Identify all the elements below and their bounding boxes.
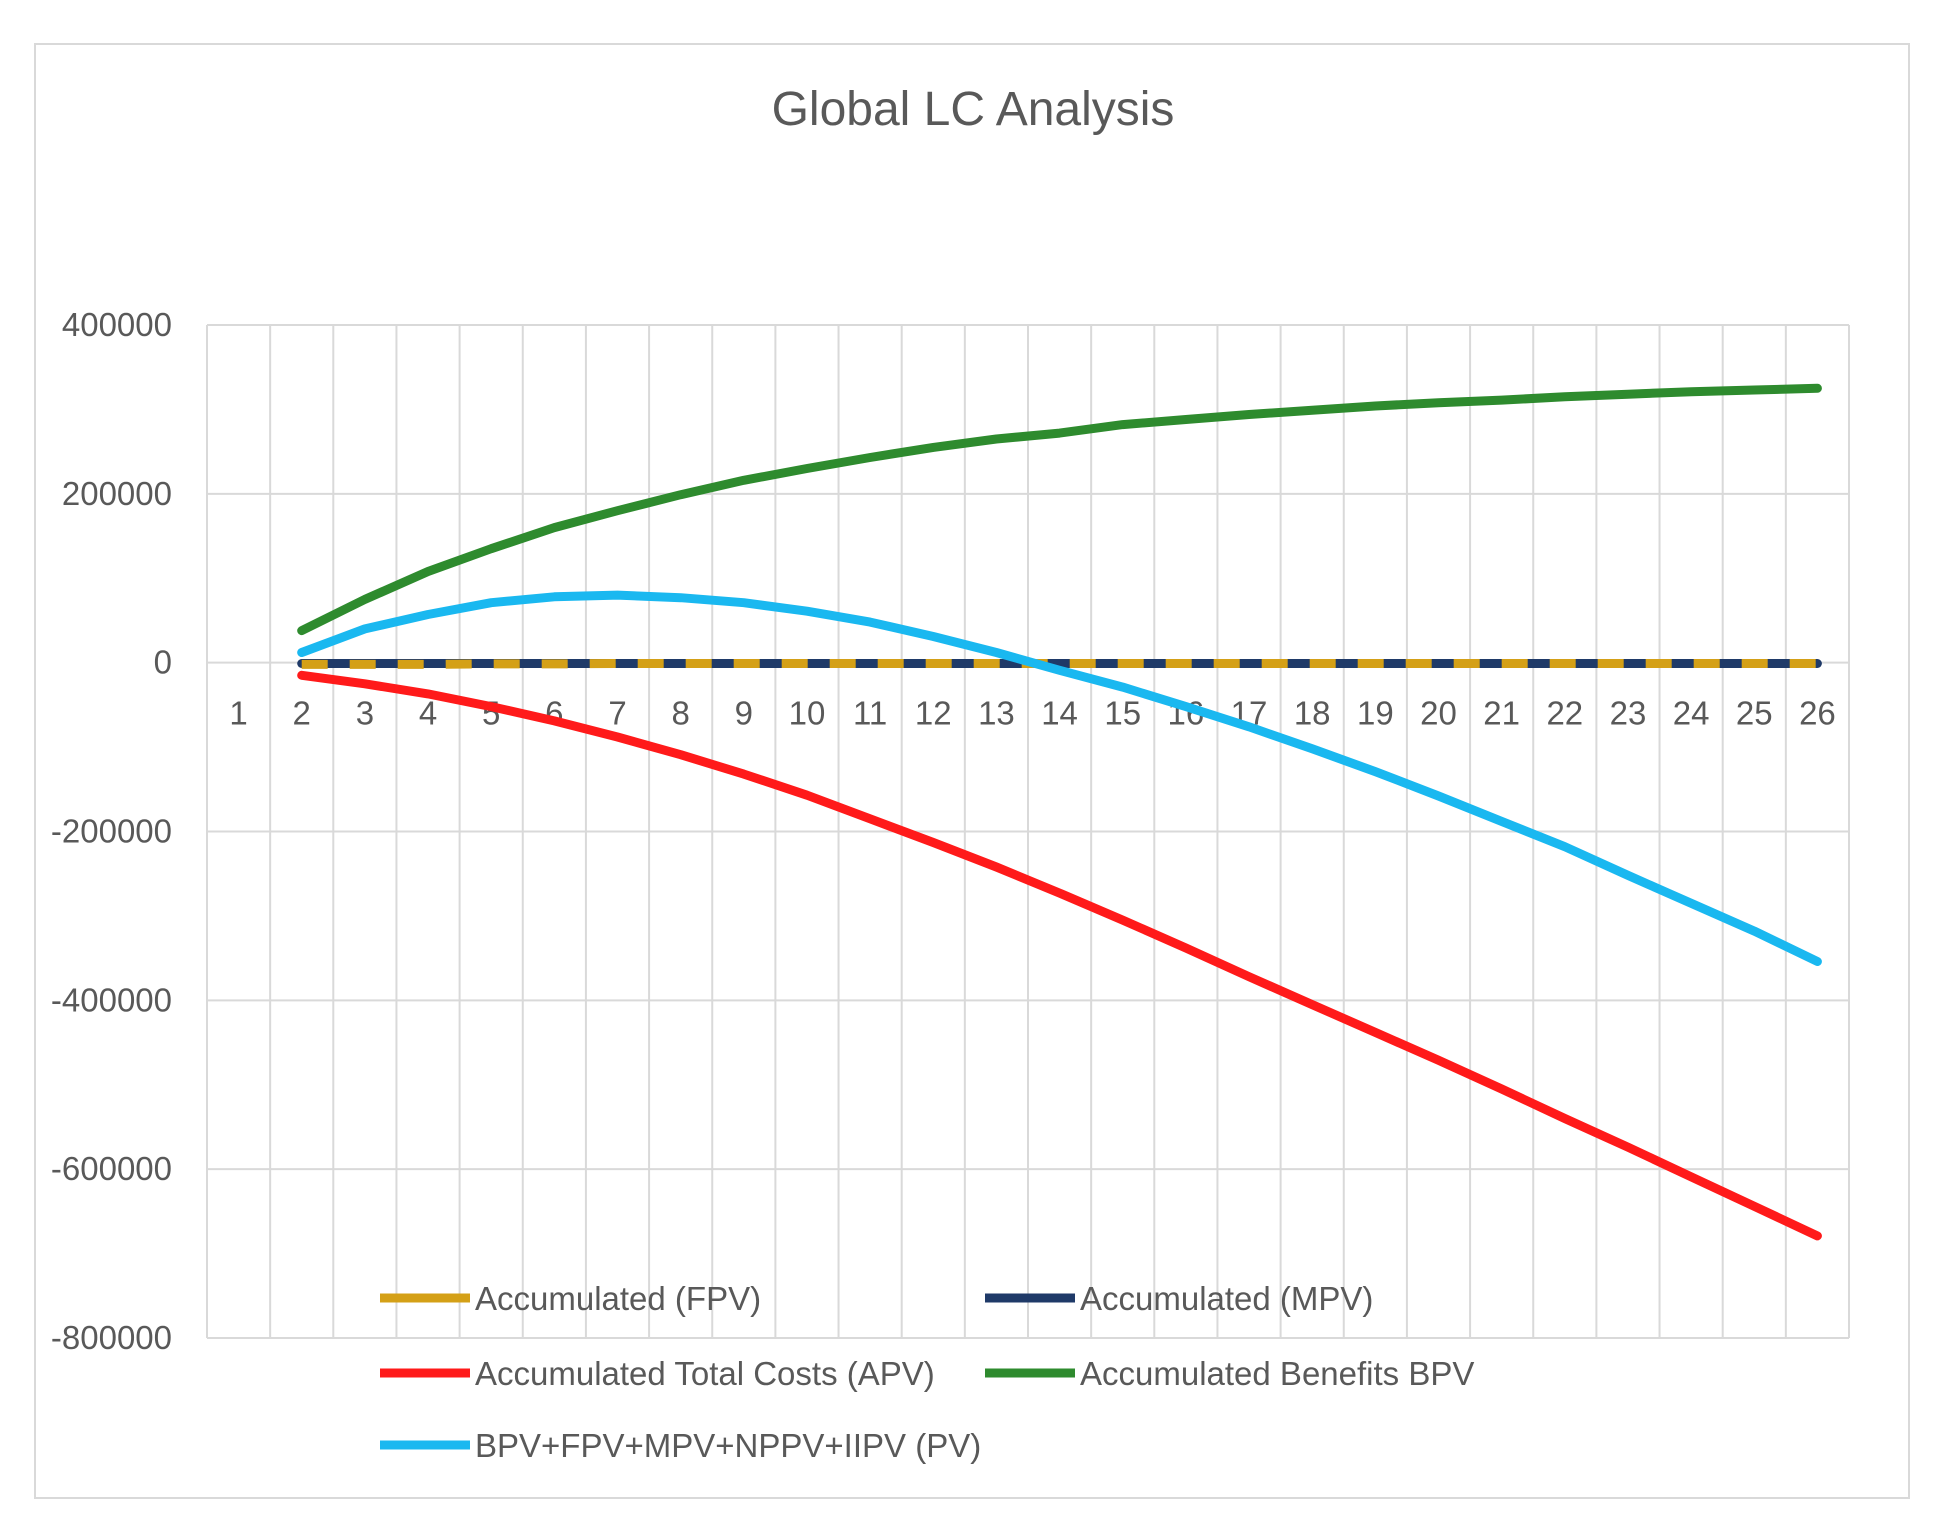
x-tick-label: 20: [1420, 695, 1457, 732]
legend-label: BPV+FPV+MPV+NPPV+IIPV (PV): [475, 1427, 981, 1464]
x-tick-label: 2: [293, 695, 311, 732]
legend-label: Accumulated (FPV): [475, 1280, 761, 1317]
x-tick-label: 10: [789, 695, 826, 732]
legend: Accumulated (FPV) Accumulated (MPV) Accumu…: [380, 1280, 1474, 1464]
y-axis-ticks: 400000 200000 0 -200000 -400000 -600000 -80000…: [51, 306, 172, 1356]
x-tick-label: 14: [1041, 695, 1078, 732]
x-tick-label: 24: [1673, 695, 1710, 732]
plot-grid: [206, 324, 1850, 1339]
x-tick-label: 21: [1483, 695, 1520, 732]
series-lines: [297, 383, 1822, 1241]
x-tick-label: 11: [853, 695, 887, 732]
x-tick-label: 1: [229, 695, 247, 732]
legend-entry: Accumulated (MPV): [985, 1280, 1373, 1317]
legend-entry: Accumulated Benefits BPV: [985, 1355, 1474, 1392]
y-tick-label: -400000: [51, 981, 172, 1018]
y-tick-label: -200000: [51, 813, 172, 850]
x-tick-label: 12: [915, 695, 952, 732]
legend-label: Accumulated Total Costs (APV): [475, 1355, 935, 1392]
legend-entry: Accumulated (FPV): [380, 1280, 761, 1317]
x-tick-label: 3: [356, 695, 374, 732]
x-tick-label: 7: [608, 695, 626, 732]
legend-label: Accumulated (MPV): [1080, 1280, 1373, 1317]
x-tick-label: 26: [1799, 695, 1836, 732]
x-tick-label: 19: [1357, 695, 1394, 732]
x-tick-label: 13: [978, 695, 1015, 732]
y-tick-label: 0: [154, 644, 172, 681]
series-line-4: [297, 590, 1822, 966]
legend-entry: Accumulated Total Costs (APV): [380, 1355, 935, 1392]
y-tick-label: -800000: [51, 1319, 172, 1356]
legend-entry: BPV+FPV+MPV+NPPV+IIPV (PV): [380, 1427, 981, 1464]
series-line-2: [297, 670, 1822, 1241]
y-tick-label: -600000: [51, 1150, 172, 1187]
x-tick-label: 9: [735, 695, 753, 732]
x-tick-label: 25: [1736, 695, 1773, 732]
x-tick-label: 15: [1104, 695, 1141, 732]
x-tick-label: 5: [482, 695, 500, 732]
x-tick-label: 8: [671, 695, 689, 732]
series-line-3: [297, 383, 1822, 636]
y-tick-label: 400000: [62, 306, 172, 343]
legend-label: Accumulated Benefits BPV: [1080, 1355, 1474, 1392]
y-tick-label: 200000: [62, 475, 172, 512]
x-axis-ticks: 1 2 3 4 5 6 7 8 9 10 11 12 13 14 15 16 17 18 19 20 21 22 23 24 2…: [229, 695, 1835, 732]
x-tick-label: 4: [419, 695, 437, 732]
chart-title: Global LC Analysis: [772, 83, 1175, 136]
x-tick-label: 18: [1294, 695, 1331, 732]
series-line-0: [301, 659, 1818, 669]
x-tick-label: 23: [1610, 695, 1647, 732]
x-tick-label: 22: [1546, 695, 1583, 732]
